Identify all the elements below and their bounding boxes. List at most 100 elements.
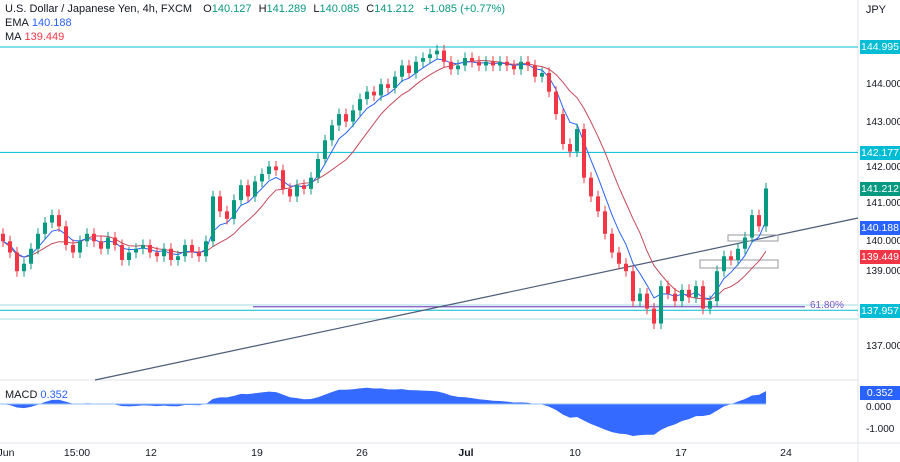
candle-body <box>36 233 40 249</box>
candle-body <box>491 61 495 66</box>
candle-body <box>246 185 250 197</box>
macd-legend[interactable]: MACD 0.352 <box>5 389 68 401</box>
price-tick: 141.000 <box>866 198 900 209</box>
candle-body <box>29 248 33 264</box>
price-tick: 137.000 <box>866 341 900 352</box>
candle-body <box>183 245 187 257</box>
macd-value: 0.352 <box>40 389 68 401</box>
close-value: 141.212 <box>374 3 415 15</box>
candle-body <box>302 185 306 189</box>
candle-body <box>351 110 355 122</box>
time-tick: Jul <box>458 447 474 459</box>
candle-body <box>176 256 180 260</box>
candle-body <box>400 65 404 77</box>
candle-body <box>617 252 621 264</box>
candle-body <box>197 252 201 257</box>
candle-body <box>267 166 271 174</box>
candle-body <box>652 308 656 324</box>
candle-body <box>22 263 26 272</box>
candle-body <box>750 215 754 238</box>
fib-label: 61.80% <box>810 300 844 311</box>
candle-body <box>435 50 439 55</box>
candle-body <box>547 72 551 92</box>
candle-body <box>337 114 341 126</box>
candle-body <box>43 222 47 234</box>
candle-body <box>372 91 376 96</box>
candle-body <box>50 215 54 223</box>
candle-body <box>78 241 82 253</box>
macd-tick: 0.000 <box>866 402 892 413</box>
candle-body <box>323 140 327 159</box>
candle-body <box>554 91 558 115</box>
candle-body <box>484 61 488 66</box>
candle-body <box>596 196 600 212</box>
currency-label[interactable]: JPY <box>865 4 886 16</box>
time-tick: 15:00 <box>63 447 91 459</box>
candle-body <box>533 65 537 77</box>
candle-body <box>421 58 425 62</box>
candle-body <box>134 248 138 253</box>
candle-body <box>638 293 642 302</box>
candle-body <box>764 188 768 227</box>
ma-label: MA <box>5 31 22 43</box>
time-tick: 26 <box>356 447 368 459</box>
candle-body <box>757 215 761 227</box>
candle-body <box>540 72 544 77</box>
ema-value: 140.188 <box>31 17 72 29</box>
time-tick: 19 <box>251 447 263 459</box>
ma-line <box>2 60 767 301</box>
ma-legend[interactable]: MA 139.449 <box>5 31 64 43</box>
candle-body <box>708 301 712 309</box>
candle-body <box>659 286 663 324</box>
level-tag-142177: 142.177 <box>860 146 900 160</box>
macd-area <box>3 387 766 436</box>
candle-body <box>470 58 474 62</box>
candle-body <box>253 181 257 197</box>
candle-body <box>477 61 481 66</box>
price-tick: 140.000 <box>866 236 900 247</box>
candle-body <box>99 241 103 249</box>
candle-body <box>113 237 117 246</box>
candle-body <box>92 233 96 242</box>
candle-body <box>1 233 5 242</box>
candle-body <box>645 293 649 309</box>
close-label: C <box>366 3 375 15</box>
candle-body <box>211 196 215 242</box>
candle-body <box>575 129 579 152</box>
ma-value: 139.449 <box>24 31 65 43</box>
candle-body <box>344 114 348 122</box>
candle-body <box>379 84 383 96</box>
candle-body <box>561 114 565 145</box>
time-tick: 24 <box>780 447 792 459</box>
ema-label: EMA <box>5 17 29 29</box>
trendline <box>94 217 859 381</box>
candle-body <box>743 237 747 249</box>
candle-body <box>393 76 397 88</box>
ema-line <box>2 58 767 300</box>
candle-body <box>239 185 243 201</box>
candle-body <box>673 293 677 302</box>
open-value: 140.127 <box>211 3 252 15</box>
candle-body <box>190 245 194 253</box>
candle-body <box>281 170 285 189</box>
candle-body <box>260 173 264 182</box>
candle-body <box>288 188 292 197</box>
candle-body <box>442 50 446 62</box>
candle-body <box>631 271 635 302</box>
candle-body <box>15 252 19 272</box>
candle-body <box>64 226 68 246</box>
price-tick: 142.000 <box>866 162 900 173</box>
candle-body <box>701 286 705 309</box>
candle-body <box>407 65 411 73</box>
ema-legend[interactable]: EMA 140.188 <box>5 17 72 29</box>
candle-body <box>141 245 145 249</box>
candle-body <box>722 256 726 272</box>
time-tick: 17 <box>675 447 687 459</box>
level-tag-144995: 144.995 <box>860 40 900 54</box>
candle-body <box>610 233 614 253</box>
candle-body <box>519 61 523 70</box>
symbol-legend: U.S. Dollar / Japanese Yen, 4h, FXCM O14… <box>5 3 505 15</box>
candle-body <box>309 177 313 189</box>
